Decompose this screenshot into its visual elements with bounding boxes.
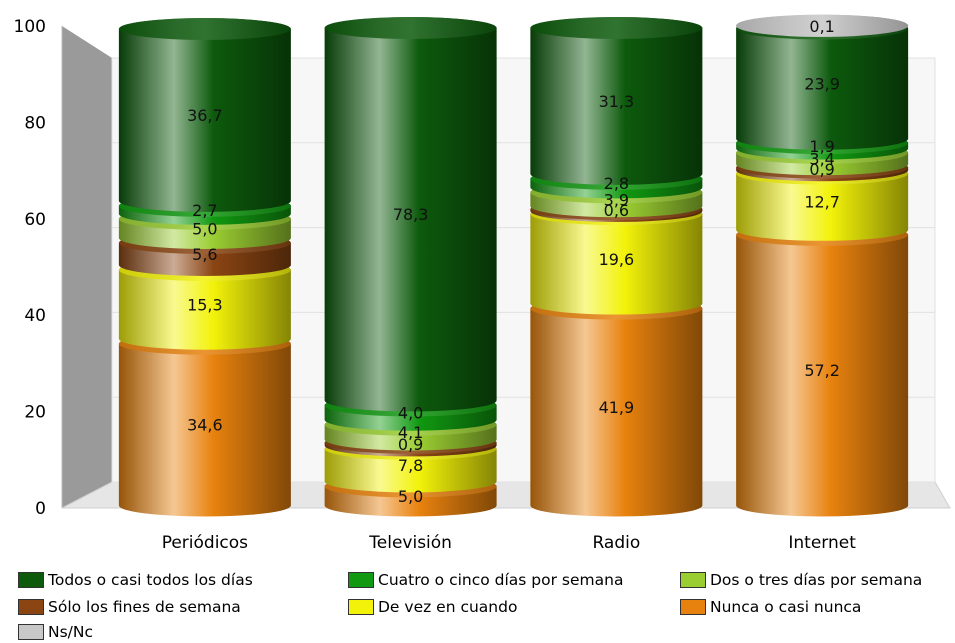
bar-segment-top: [324, 17, 497, 40]
data-label: 0,6: [604, 201, 629, 220]
bar-segment: [530, 297, 703, 517]
bar-segment-top: [530, 17, 703, 40]
legend-label: Sólo los fines de semana: [48, 598, 241, 616]
data-label: 5,6: [192, 245, 217, 264]
legend-swatch-icon: [680, 599, 706, 615]
legend-label: De vez en cuando: [378, 598, 518, 616]
y-tick-label: 100: [14, 17, 46, 37]
legend-label: Nunca o casi nunca: [710, 598, 862, 616]
data-label: 36,7: [187, 106, 223, 125]
side-wall: [62, 26, 112, 508]
y-tick-label: 40: [24, 306, 46, 326]
x-tick-label: Internet: [788, 533, 856, 553]
data-label: 34,6: [187, 416, 223, 435]
legend-item: Ns/Nc: [18, 622, 93, 642]
bar-segment: [530, 203, 703, 315]
legend-swatch-icon: [348, 599, 374, 615]
data-label: 31,3: [599, 92, 635, 111]
legend-item: Dos o tres días por semana: [680, 570, 922, 590]
bar-segment-top: [736, 14, 909, 37]
legend-swatch-icon: [18, 624, 44, 640]
bar-segment: [736, 223, 909, 517]
data-label: 0,9: [398, 435, 423, 454]
data-label: 3,9: [604, 190, 629, 209]
legend-item: Sólo los fines de semana: [18, 597, 241, 617]
bar-stack: 34,6 15,3 5,6 5,02,7 36,7: [118, 17, 291, 517]
data-label: 23,9: [804, 75, 840, 94]
data-label: 2,8: [604, 174, 629, 193]
data-label: 41,9: [599, 398, 635, 417]
bar-segment: [118, 332, 291, 517]
bar-segment: [118, 17, 291, 212]
x-tick-label: Radio: [592, 533, 640, 553]
data-label: 3,4: [809, 150, 834, 169]
legend-item: Cuatro o cinco días por semana: [348, 570, 623, 590]
legend-swatch-icon: [348, 572, 374, 588]
legend: Todos o casi todos los días Cuatro o cin…: [18, 570, 955, 643]
legend-item: Todos o casi todos los días: [18, 570, 253, 590]
legend-swatch-icon: [680, 572, 706, 588]
legend-label: Cuatro o cinco días por semana: [378, 571, 624, 589]
bar-segment: [736, 17, 909, 150]
x-axis: Periódicos Televisión Radio Internet: [162, 533, 857, 553]
bar-segment: [118, 258, 291, 350]
bar-stack: 57,2 12,7 0,93,41,9 23,9 0,1: [736, 14, 909, 517]
bar-segment: [324, 17, 497, 412]
data-label: 0,1: [809, 17, 834, 36]
data-label: 5,0: [192, 219, 217, 238]
legend-swatch-icon: [18, 572, 44, 588]
x-tick-label: Televisión: [368, 533, 452, 553]
bar-stack: 41,9 19,6 0,63,92,8 31,3: [530, 17, 703, 517]
bar-segment-top: [118, 17, 291, 40]
data-label: 0,9: [809, 160, 834, 179]
legend-item: De vez en cuando: [348, 597, 517, 617]
data-label: 7,8: [398, 456, 423, 475]
y-axis: 0 20 40 60 80 100: [14, 17, 63, 519]
data-label: 4,0: [398, 404, 423, 423]
data-label: 15,3: [187, 295, 223, 314]
data-label: 12,7: [804, 193, 840, 212]
data-label: 2,7: [192, 201, 217, 220]
data-label: 57,2: [804, 361, 840, 380]
y-tick-label: 80: [24, 113, 46, 133]
legend-label: Ns/Nc: [48, 623, 94, 641]
data-label: 5,0: [398, 487, 423, 506]
data-label: 19,6: [599, 250, 635, 269]
bar-segment: [530, 17, 703, 185]
x-tick-label: Periódicos: [162, 533, 248, 553]
chart-bars: 34,615,35,65,02,736,75,07,80,94,14,078,3…: [118, 14, 909, 517]
y-tick-label: 0: [35, 499, 46, 519]
legend-label: Todos o casi todos los días: [48, 571, 253, 589]
data-label: 78,3: [393, 205, 429, 224]
legend-item: Nunca o casi nunca: [680, 597, 861, 617]
legend-label: Dos o tres días por semana: [710, 571, 923, 589]
y-tick-label: 20: [24, 403, 46, 423]
legend-swatch-icon: [18, 599, 44, 615]
data-label: 4,1: [398, 423, 423, 442]
bar-stack: 5,0 7,8 0,94,14,0 78,3: [324, 17, 497, 517]
data-label: 1,9: [809, 137, 834, 156]
y-tick-label: 60: [24, 210, 46, 230]
